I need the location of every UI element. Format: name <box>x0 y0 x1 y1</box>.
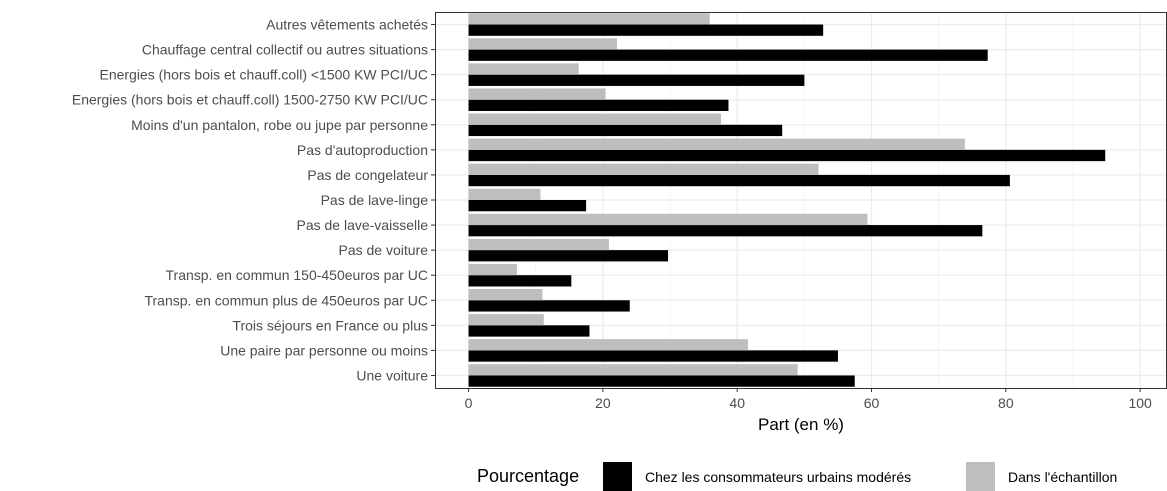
x-tick-label: 20 <box>595 395 611 411</box>
x-axis: 0 20 40 60 80 100 <box>465 388 1152 411</box>
bar-echantillon <box>468 163 819 175</box>
category-label: Transp. en commun 150-450euros par UC <box>166 267 429 283</box>
bar-urbains <box>468 124 783 137</box>
bar-echantillon <box>468 213 868 226</box>
category-label: Energies (hors bois et chauff.coll) 1500… <box>72 92 428 108</box>
x-tick-label: 80 <box>998 395 1014 411</box>
category-label: Pas de voiture <box>339 242 429 258</box>
bar-urbains <box>468 350 838 362</box>
x-axis-title: Part (en %) <box>758 415 844 434</box>
bar-urbains <box>468 275 572 287</box>
category-label: Une voiture <box>356 367 428 383</box>
category-label: Trois séjours en France ou plus <box>232 317 428 333</box>
bar-echantillon <box>468 38 617 50</box>
bar-urbains <box>468 300 630 312</box>
bar-echantillon <box>468 263 517 276</box>
bar-echantillon <box>468 364 798 376</box>
legend: Pourcentage Chez les consommateurs urbai… <box>477 462 1117 491</box>
x-tick-label: 60 <box>864 395 880 411</box>
bar-echantillon <box>468 238 609 251</box>
x-tick-label: 40 <box>729 395 745 411</box>
bar-urbains <box>468 375 855 387</box>
category-label: Moins d'un pantalon, robe ou jupe par pe… <box>131 117 428 133</box>
bar-echantillon <box>468 288 543 301</box>
category-label: Une paire par personne ou moins <box>220 342 428 358</box>
bar-urbains <box>468 149 1106 162</box>
legend-label-echantillon: Dans l'échantillon <box>1008 469 1117 485</box>
bar-urbains <box>468 74 805 86</box>
bar-urbains <box>468 99 729 112</box>
category-label: Chauffage central collectif ou autres si… <box>142 42 428 58</box>
bar-urbains <box>468 49 988 61</box>
category-label: Pas de lave-linge <box>321 192 429 208</box>
legend-title: Pourcentage <box>477 466 579 486</box>
bar-urbains <box>468 174 1010 187</box>
bar-urbains <box>468 200 587 212</box>
category-label: Pas de lave-vaisselle <box>296 217 428 233</box>
category-label: Autres vêtements achetés <box>266 17 428 33</box>
x-tick-label: 0 <box>465 395 473 411</box>
legend-key-echantillon <box>966 462 995 491</box>
legend-label-urbains: Chez les consommateurs urbains modérés <box>645 469 911 485</box>
bar-echantillon <box>468 13 710 25</box>
y-axis: Une voiture Une paire par personne ou moi… <box>72 17 435 383</box>
bar-echantillon <box>468 113 722 125</box>
x-tick-label: 100 <box>1128 395 1152 411</box>
bar-urbains <box>468 325 590 337</box>
bar-echantillon <box>468 138 965 150</box>
category-label: Pas d'autoproduction <box>297 142 428 158</box>
bar-echantillon <box>468 339 748 351</box>
bar-echantillon <box>468 88 606 100</box>
bars <box>468 13 1106 387</box>
bar-echantillon <box>468 188 541 200</box>
category-label: Energies (hors bois et chauff.coll) <150… <box>99 67 428 83</box>
bar-urbains <box>468 24 824 36</box>
bar-urbains <box>468 250 669 262</box>
bar-echantillon <box>468 63 579 75</box>
category-label: Pas de congelateur <box>307 167 428 183</box>
bar-echantillon <box>468 314 544 326</box>
category-label: Transp. en commun plus de 450euros par U… <box>144 292 428 308</box>
bar-urbains <box>468 225 983 237</box>
legend-key-urbains <box>603 462 632 491</box>
